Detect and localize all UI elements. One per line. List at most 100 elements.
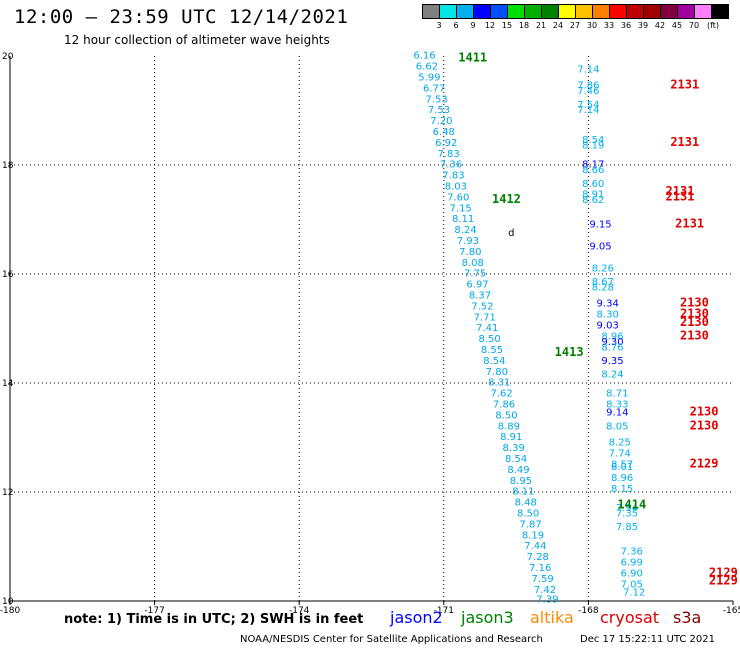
swh-value: 7.46 <box>577 86 599 97</box>
pass-label: 2130 <box>690 405 719 419</box>
swh-value: 8.05 <box>606 421 628 432</box>
legend-swatch <box>541 4 559 19</box>
legend-label: 24 <box>552 21 564 30</box>
swh-value: 6.48 <box>433 127 455 138</box>
swh-value: 7.83 <box>437 149 459 160</box>
pass-label: 2129 <box>709 565 738 579</box>
swh-value: 7.62 <box>491 389 513 400</box>
legend-label: 70 <box>688 21 700 30</box>
legend-swatch <box>575 4 593 19</box>
legend-swatch <box>473 4 491 19</box>
legend-swatch <box>660 4 678 19</box>
swh-value: 9.14 <box>606 408 628 419</box>
legend-label: 21 <box>535 21 547 30</box>
swh-value: 8.37 <box>469 291 491 302</box>
swh-value: 9.03 <box>597 321 619 332</box>
legend-label: 18 <box>518 21 530 30</box>
swh-value: 8.33 <box>606 400 628 411</box>
pass-label: 2131 <box>670 135 699 149</box>
swh-value: 8.19 <box>582 141 604 152</box>
swh-value: 9.34 <box>597 299 619 310</box>
swh-value: 7.80 <box>486 367 508 378</box>
swh-value: 8.11 <box>512 487 534 498</box>
swh-value: 7.12 <box>623 588 645 599</box>
legend-label: 12 <box>484 21 496 30</box>
y-tick-label: 16 <box>2 270 14 280</box>
swh-value: 7.14 <box>577 105 599 116</box>
y-tick-label: 18 <box>2 161 14 171</box>
legend-label: (ft) <box>706 21 720 30</box>
swh-value: 6.77 <box>423 83 445 94</box>
swh-value: 8.91 <box>500 432 522 443</box>
swh-value: 9.30 <box>601 337 623 348</box>
pass-label: 1413 <box>555 345 584 359</box>
swh-value: 8.67 <box>592 277 614 288</box>
legend-label: 36 <box>620 21 632 30</box>
swh-value: 7.93 <box>457 236 479 247</box>
island-marker: d <box>508 228 514 239</box>
swh-value: 8.17 <box>582 160 604 171</box>
swh-value: 7.42 <box>534 585 556 596</box>
swh-value: 7.36 <box>440 160 462 171</box>
pass-label: 2129 <box>690 456 719 470</box>
pass-label: 2130 <box>680 296 709 310</box>
swh-value: 8.08 <box>462 258 484 269</box>
swh-value: 8.54 <box>483 356 505 367</box>
swh-value: 6.90 <box>621 568 643 579</box>
swh-value: 9.35 <box>601 356 623 367</box>
swh-value: 8.01 <box>611 462 633 473</box>
swh-value: 8.26 <box>592 263 614 274</box>
legend-swatch <box>711 4 729 19</box>
swh-value: 8.30 <box>597 310 619 321</box>
x-tick-label: -168 <box>578 606 599 616</box>
pass-label: 2131 <box>675 217 704 231</box>
legend-swatch <box>592 4 610 19</box>
legend-label: 33 <box>603 21 615 30</box>
swh-value: 8.28 <box>592 282 614 293</box>
swh-value: 8.50 <box>495 410 517 421</box>
swh-value: 9.15 <box>589 220 611 231</box>
legend-swatch <box>643 4 661 19</box>
swh-value: 8.66 <box>582 165 604 176</box>
pass-label: 2131 <box>670 78 699 92</box>
pass-label: 1411 <box>458 50 487 64</box>
swh-value: 7.75 <box>464 269 486 280</box>
x-tick-label: -165 <box>723 606 740 616</box>
swh-value: 5.99 <box>418 73 440 84</box>
legend-label: 42 <box>654 21 666 30</box>
swh-value: 6.97 <box>466 280 488 291</box>
swh-value: 8.54 <box>582 135 604 146</box>
swh-value: 7.53 <box>428 105 450 116</box>
swh-value: 8.89 <box>498 421 520 432</box>
swh-value: 7.36 <box>621 547 643 558</box>
swh-value: 7.71 <box>474 312 496 323</box>
swh-value: 7.05 <box>621 579 643 590</box>
swh-value: 8.95 <box>510 476 532 487</box>
legend-swatch <box>524 4 542 19</box>
swh-value: 8.96 <box>611 473 633 484</box>
timestamp-text: Dec 17 15:22:11 UTC 2021 <box>580 634 715 645</box>
swh-value: 8.19 <box>522 530 544 541</box>
swh-value: 7.83 <box>442 171 464 182</box>
pass-label: 1414 <box>617 497 646 511</box>
legend-swatch <box>507 4 525 19</box>
swh-value: 8.62 <box>582 195 604 206</box>
credit-text: NOAA/NESDIS Center for Satellite Applica… <box>240 634 543 645</box>
legend-label: 27 <box>569 21 581 30</box>
satellite-cryosat: cryosat <box>600 608 660 627</box>
y-tick-label: 20 <box>2 52 14 62</box>
swh-value: 7.14 <box>577 64 599 75</box>
swh-value: 8.71 <box>606 389 628 400</box>
swh-value: 6.92 <box>435 138 457 149</box>
satellite-s3a: s3a <box>673 608 702 627</box>
swh-value: 8.31 <box>488 378 510 389</box>
swh-value: 7.15 <box>450 203 472 214</box>
legend-label: 39 <box>637 21 649 30</box>
swh-value: 7.20 <box>430 116 452 127</box>
swh-value: 9.05 <box>589 241 611 252</box>
swh-value: 7.35 <box>616 509 638 520</box>
legend-label: 6 <box>453 21 459 30</box>
x-tick-label: -174 <box>289 606 310 616</box>
pass-label: 2129 <box>709 574 738 588</box>
swh-value: 7.86 <box>493 400 515 411</box>
